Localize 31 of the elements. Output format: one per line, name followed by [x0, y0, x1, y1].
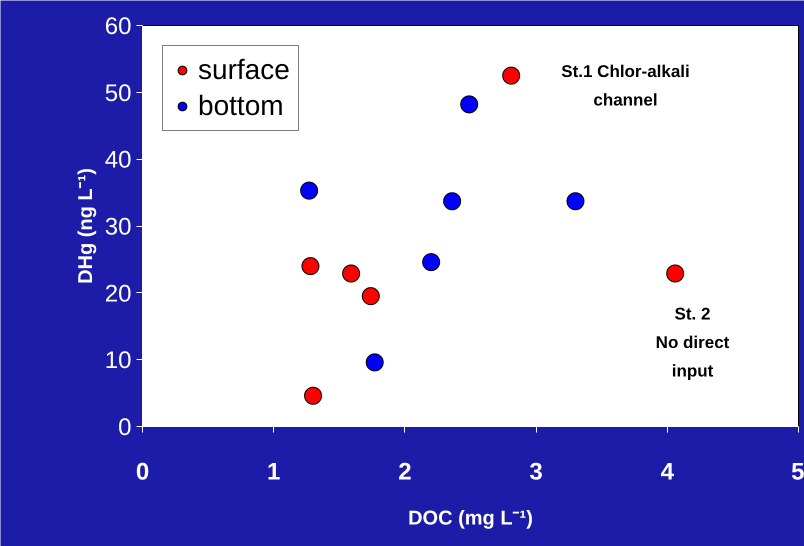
- point: [666, 264, 684, 282]
- y-tick-label: 50: [104, 80, 132, 107]
- x-tick-label: 4: [660, 458, 675, 486]
- point: [422, 253, 440, 272]
- point: [460, 95, 478, 114]
- annotation: St. 2 No direct input: [656, 304, 730, 380]
- x-tick-label: 0: [136, 458, 150, 486]
- point: [300, 182, 318, 200]
- point: [502, 66, 520, 85]
- y-tick-label: 10: [104, 347, 132, 374]
- point: [342, 264, 360, 282]
- x-tick-label: 5: [791, 458, 804, 486]
- y-tick-label: 30: [104, 214, 132, 240]
- x-tick-label: 3: [529, 458, 543, 486]
- point: [566, 192, 584, 210]
- annotation: St.1 Chlor-alkali channel: [561, 62, 690, 110]
- y-axis-title: DHg (ng L⁻¹): [74, 168, 97, 284]
- y-tick-label: 0: [118, 414, 132, 441]
- x-axis-title: DOC (mg L⁻¹): [408, 508, 533, 530]
- legend-label: surface: [198, 54, 290, 86]
- point: [304, 386, 322, 405]
- y-tick-label: 20: [104, 280, 132, 308]
- point: [301, 257, 320, 276]
- point: [443, 192, 462, 210]
- x-tick-label: 2: [398, 458, 412, 486]
- y-tick-label: 40: [104, 146, 132, 174]
- legend-label: bottom: [198, 90, 284, 122]
- y-tick-label: 60: [104, 13, 132, 40]
- point: [366, 353, 384, 372]
- point: [362, 287, 380, 306]
- x-tick-label: 1: [267, 458, 280, 486]
